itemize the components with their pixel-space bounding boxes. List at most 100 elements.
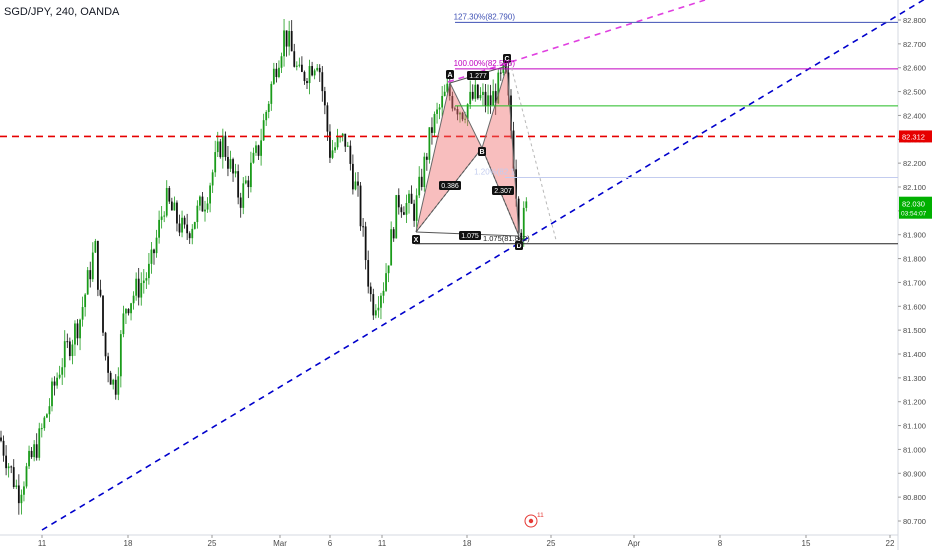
candle-body — [183, 217, 186, 225]
candle-body — [104, 332, 107, 357]
candle-body — [448, 83, 451, 97]
candle-body — [520, 232, 523, 241]
candle-body — [390, 229, 393, 266]
candle-body — [474, 84, 477, 99]
pattern-point-label: B — [479, 149, 484, 156]
candle-body — [155, 237, 158, 254]
candle-body — [512, 130, 515, 170]
candle-body — [239, 197, 242, 208]
candle-body — [25, 466, 28, 487]
candle-body — [61, 367, 64, 375]
y-tick-label: 81.000 — [903, 445, 926, 454]
candle-body — [354, 181, 357, 190]
candle-body — [517, 198, 520, 233]
candle-body — [38, 428, 41, 458]
pattern-xb-leg — [415, 147, 483, 233]
candle-body — [7, 466, 10, 469]
candles-layer — [0, 18, 528, 515]
y-tick-label: 81.700 — [903, 278, 926, 287]
candle-body — [229, 159, 232, 169]
candle-body — [405, 203, 408, 215]
candle-body — [17, 485, 20, 504]
candle-body — [321, 72, 324, 92]
candle-body — [275, 68, 278, 78]
candle-body — [451, 96, 454, 109]
y-tick-label: 82.100 — [903, 183, 926, 192]
x-tick-label: 11 — [378, 539, 387, 548]
candle-body — [186, 224, 189, 234]
candle-body — [413, 203, 415, 221]
candle-body — [387, 265, 390, 274]
candle-body — [191, 228, 194, 239]
candle-body — [334, 147, 336, 151]
candle-body — [10, 466, 13, 468]
candle-body — [265, 112, 268, 121]
candle-body — [23, 486, 25, 495]
candle-body — [196, 205, 199, 223]
candle-body — [193, 222, 196, 229]
candle-body — [209, 185, 211, 204]
pattern-ratio-label: 0.386 — [441, 183, 459, 190]
candle-body — [127, 308, 130, 314]
candle-body — [341, 133, 344, 137]
candle-body — [255, 145, 257, 153]
candle-body — [201, 196, 204, 212]
candle-body — [79, 319, 81, 339]
candle-body — [280, 56, 283, 68]
candle-body — [423, 156, 426, 187]
candle-body — [43, 417, 46, 429]
candle-body — [0, 437, 2, 441]
candle-body — [487, 95, 489, 106]
pattern-point-label: C — [504, 56, 509, 63]
y-tick-label: 80.700 — [903, 517, 926, 526]
candle-body — [145, 278, 148, 281]
candle-body — [46, 414, 48, 418]
candle-body — [446, 83, 449, 92]
candle-body — [262, 120, 265, 141]
pattern-extension-trendline — [447, 0, 706, 83]
candle-body — [295, 65, 298, 67]
candle-body — [97, 240, 99, 290]
candle-body — [377, 307, 380, 311]
candle-body — [40, 428, 43, 430]
candle-body — [482, 91, 484, 95]
candle-body — [443, 91, 446, 96]
candle-body — [288, 30, 291, 47]
pattern-point-label: X — [414, 237, 419, 244]
candle-body — [461, 112, 464, 120]
candle-body — [130, 303, 132, 314]
x-tick-label: Apr — [628, 539, 641, 548]
candle-body — [323, 91, 326, 106]
candle-body — [163, 215, 166, 217]
candle-body — [352, 163, 354, 190]
candle-body — [244, 180, 247, 184]
y-tick-label: 81.500 — [903, 326, 926, 335]
candle-body — [81, 307, 84, 320]
candle-body — [224, 135, 227, 157]
candle-body — [234, 171, 237, 174]
candle-body — [349, 145, 352, 164]
candle-body — [91, 252, 94, 280]
candle-body — [232, 159, 234, 174]
candle-body — [272, 68, 275, 84]
x-tick-label: 15 — [802, 539, 811, 548]
candle-body — [242, 183, 245, 208]
candle-body — [329, 131, 331, 158]
candle-body — [20, 494, 23, 504]
candle-body — [204, 209, 206, 212]
current-price-tag — [899, 196, 932, 219]
x-tick-label: 25 — [547, 539, 556, 548]
candle-body — [211, 172, 214, 186]
candle-body — [89, 270, 92, 280]
candle-body — [336, 137, 339, 148]
pattern-ratio-badge — [439, 181, 461, 190]
candle-body — [84, 294, 87, 308]
candle-body — [283, 30, 285, 57]
candle-body — [408, 193, 410, 204]
candle-body — [380, 295, 382, 308]
candle-body — [420, 176, 423, 187]
candle-body — [257, 145, 260, 156]
candle-body — [199, 196, 201, 206]
